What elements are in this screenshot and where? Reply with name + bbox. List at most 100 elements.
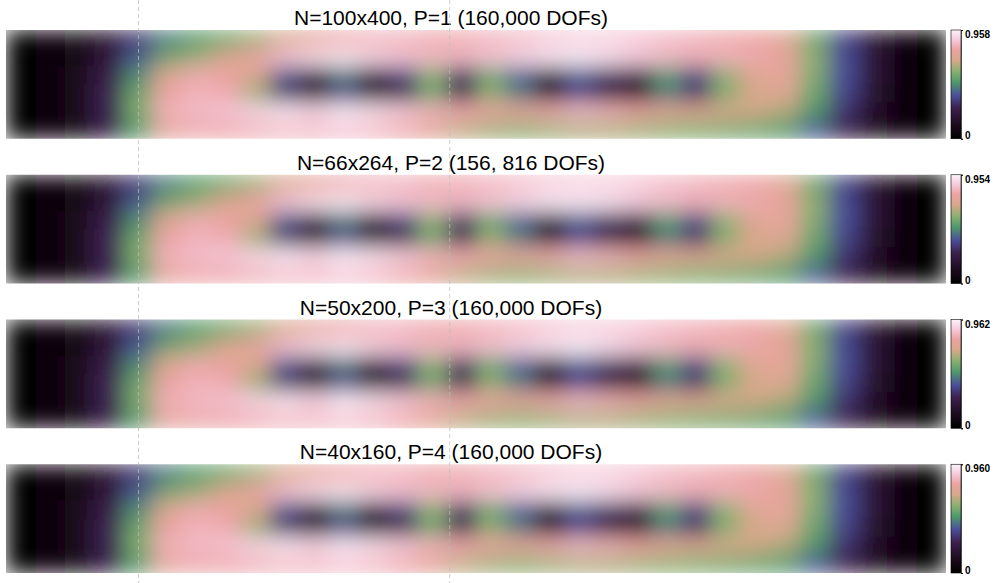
cell [858,66,888,85]
cell [535,247,565,266]
cell [447,121,477,139]
cells [6,30,946,139]
cell [858,555,888,573]
cell [564,519,594,538]
cell [917,265,946,283]
cell [623,410,653,428]
cell [799,356,829,375]
cell [594,121,624,139]
cell [682,247,712,266]
cell [300,555,330,573]
colorbar-tick-label: 0 [965,565,971,576]
cell [594,193,624,212]
cell [829,555,859,573]
cell [652,30,682,49]
cell [535,338,565,357]
cell [270,555,300,573]
cell [94,482,124,501]
cell [623,392,653,411]
cell [711,193,741,212]
cell [623,66,653,85]
cell [447,211,477,230]
cell [917,103,946,122]
cell [535,66,565,85]
cell [682,338,712,357]
cell [300,338,330,357]
cell [711,247,741,266]
colorbar-tick: 0 [961,565,971,576]
cell [65,320,95,339]
cell [300,103,330,122]
cell [329,121,359,139]
cell [6,265,36,283]
cell [535,410,565,428]
cell [887,66,917,85]
cell [182,392,212,411]
cell [623,501,653,520]
cell [799,537,829,556]
cell [417,537,447,556]
cell [153,410,183,428]
cell [359,193,389,212]
cell [770,211,800,230]
cell [153,320,183,339]
cell [388,501,418,520]
cell [447,48,477,67]
cell [799,482,829,501]
cell [329,48,359,67]
cell [799,229,829,248]
cell [652,464,682,483]
panel-title: N=100x400, P=1 (160,000 DOFs) [294,6,608,29]
cell [505,392,535,411]
cell [682,30,712,49]
cell [417,175,447,194]
cell [417,356,447,375]
cell [153,247,183,266]
cell [153,519,183,538]
cell [270,464,300,483]
cell [829,464,859,483]
cell [94,247,124,266]
cell [182,410,212,428]
cell [917,66,946,85]
cell [212,501,242,520]
colorbar-tick-mark [961,464,963,465]
cell [388,175,418,194]
cell [212,519,242,538]
colorbar-tick: 0.958 [961,29,990,40]
cell [476,356,506,375]
colorbar-axis: 00.958 [961,29,990,141]
cell [124,501,154,520]
cell [829,247,859,266]
cell [300,247,330,266]
cell [535,555,565,573]
cell [417,482,447,501]
cell [447,464,477,483]
cell [829,501,859,520]
cell [740,392,770,411]
cell [212,482,242,501]
cell [35,247,65,266]
cell [94,103,124,122]
cell [388,537,418,556]
cell [6,103,36,122]
cell [359,229,389,248]
cell [94,410,124,428]
cell [329,338,359,357]
cell [623,30,653,49]
figure: 00.958N=100x400, P=1 (160,000 DOFs)00.95… [0,0,997,583]
cell [476,229,506,248]
cell [388,103,418,122]
cell [65,338,95,357]
cell [6,356,36,375]
cell [241,103,271,122]
cell [300,537,330,556]
cell [65,121,95,139]
cell [153,482,183,501]
cell [94,66,124,85]
colorbar-axis-line [962,465,964,574]
cell [535,193,565,212]
colorbar-tick-mark [961,139,963,140]
cell [35,320,65,339]
cell [241,356,271,375]
